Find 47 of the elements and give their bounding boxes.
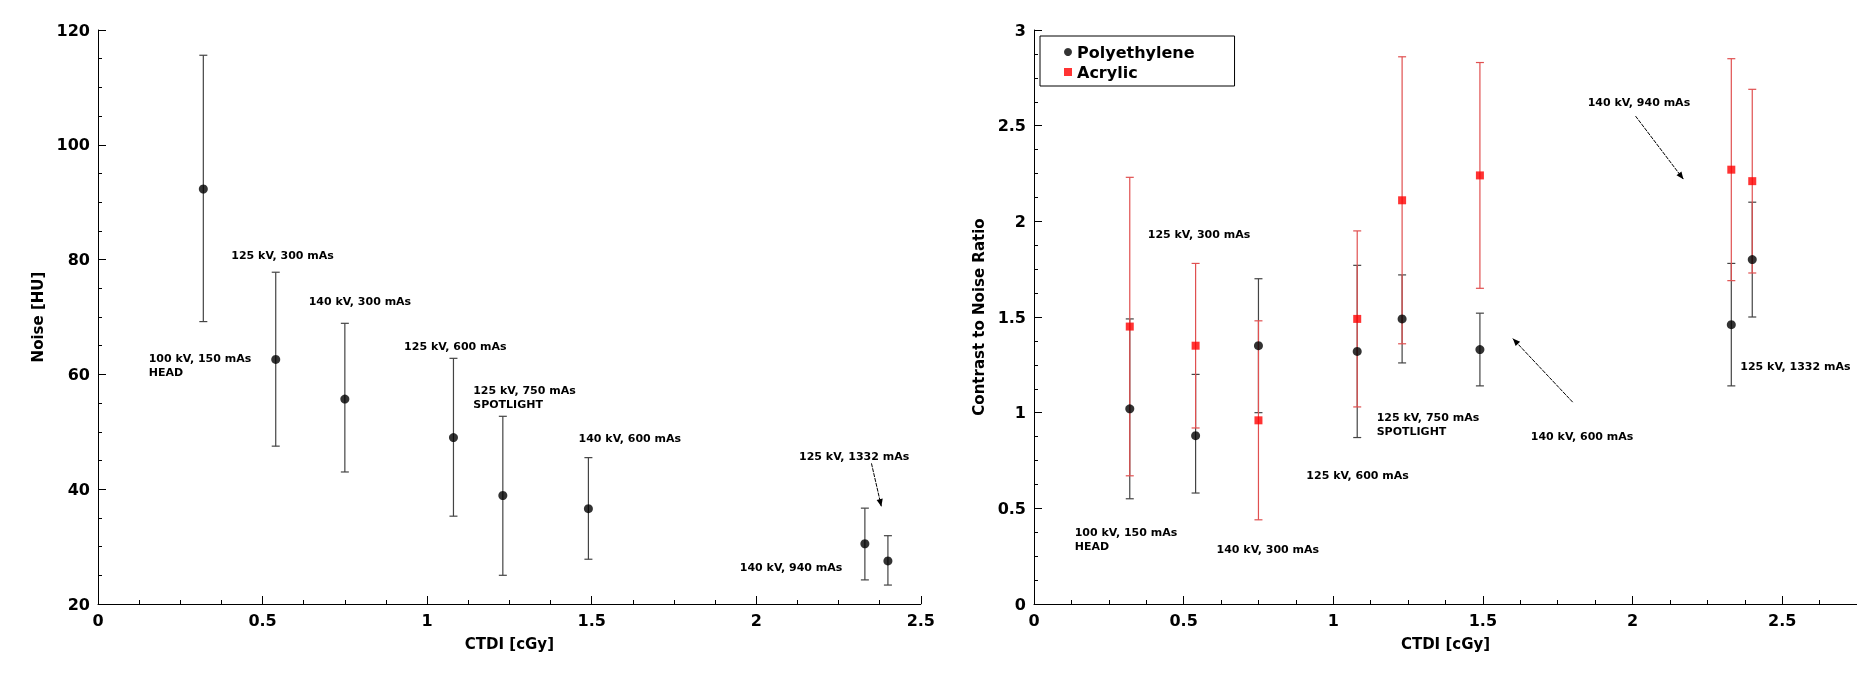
annotation: 125 kV, 750 mAs SPOTLIGHT: [473, 383, 577, 411]
y-tick-label: 100: [56, 135, 90, 155]
y-tick-label: 0: [1014, 594, 1026, 614]
annotation: 140 kV, 600 mAs: [1530, 430, 1634, 444]
annotation: 125 kV, 1332 mAs: [1740, 359, 1851, 373]
y-tick-label: 0.5: [997, 498, 1026, 518]
x-tick-label: 2: [1626, 610, 1639, 630]
x-tick-label: 1.5: [1468, 610, 1498, 630]
annotation: 125 kV, 600 mAs: [404, 340, 508, 354]
y-axis-title: Noise [HU]: [29, 271, 48, 363]
y-tick-label: 20: [67, 594, 90, 614]
x-tick-label: 1: [421, 610, 433, 630]
x-tick-label: 2: [750, 610, 762, 630]
y-tick-label: 1: [1014, 403, 1026, 423]
annotation: 100 kV, 150 mAs HEAD: [1074, 526, 1178, 554]
x-tick-label: 0.5: [248, 610, 277, 630]
x-tick-label: 1.5: [577, 610, 606, 630]
y-tick-label: 3: [1014, 20, 1026, 40]
annotation: 125 kV, 1332 mAs: [799, 449, 910, 463]
annotation: 125 kV, 600 mAs: [1306, 468, 1410, 482]
x-tick-label: 0: [92, 610, 104, 630]
x-tick-label: 1: [1327, 610, 1339, 630]
y-tick-label: 60: [67, 364, 90, 384]
x-tick-label: 0: [1028, 610, 1040, 630]
annotation: 125 kV, 300 mAs: [231, 248, 335, 262]
annotation: 140 kV, 940 mAs: [1587, 95, 1691, 109]
annotation: 140 kV, 600 mAs: [578, 432, 682, 446]
y-tick-label: 80: [67, 250, 90, 270]
annotation: 140 kV, 940 mAs: [739, 561, 843, 575]
x-tick-label: 0.5: [1169, 610, 1198, 630]
x-tick-label: 2.5: [1768, 610, 1797, 630]
y-tick-label: 1.5: [997, 307, 1026, 327]
annotation: 125 kV, 300 mAs: [1147, 227, 1251, 241]
x-axis-title: CTDI [cGy]: [1400, 634, 1491, 653]
y-tick-label: 2: [1014, 211, 1026, 231]
y-tick-label: 120: [56, 20, 90, 40]
x-tick-label: 2.5: [906, 610, 935, 630]
legend-label: Acrylic: [1077, 62, 1138, 82]
x-axis-title: CTDI [cGy]: [464, 634, 555, 653]
annotation: 100 kV, 150 mAs HEAD: [148, 351, 252, 379]
annotation: 140 kV, 300 mAs: [1216, 543, 1320, 557]
y-tick-label: 40: [67, 479, 90, 499]
y-tick-label: 2.5: [997, 116, 1026, 136]
y-axis-title: Contrast to Noise Ratio: [969, 218, 988, 416]
annotation: 125 kV, 750 mAs SPOTLIGHT: [1376, 411, 1480, 439]
legend-label: Polyethylene: [1077, 42, 1195, 62]
annotation: 140 kV, 300 mAs: [308, 294, 412, 308]
